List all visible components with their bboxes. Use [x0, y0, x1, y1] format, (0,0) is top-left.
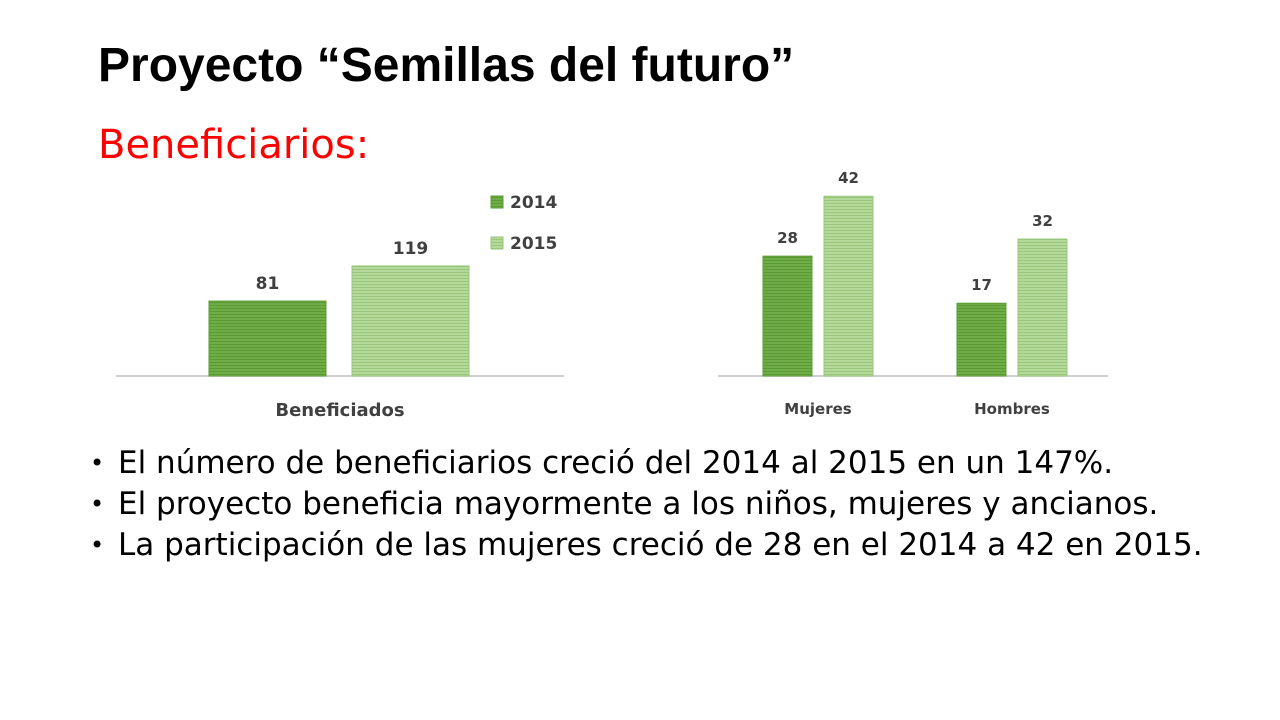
data-label: 119: [393, 239, 429, 259]
data-label: 81: [256, 274, 280, 294]
legend-swatch-2014: [490, 195, 504, 209]
bar-2014-beneficiados: [208, 300, 327, 377]
category-label: Mujeres: [784, 400, 851, 418]
bar-2014-hombres: [956, 302, 1007, 377]
legend-label-2015: 2015: [510, 234, 557, 254]
category-label: Beneficiados: [275, 400, 404, 421]
data-label: 28: [777, 229, 798, 247]
bullet-item: • El proyecto beneficia mayormente a los …: [90, 486, 1159, 522]
bullet-item: • La participación de las mujeres creció …: [90, 527, 1203, 563]
legend-label-2014: 2014: [510, 193, 557, 213]
bar-2015-hombres: [1017, 238, 1068, 377]
legend-swatch-2015: [490, 236, 504, 250]
slide-title: Proyecto “Semillas del futuro”: [98, 39, 795, 92]
data-label: 42: [838, 169, 859, 187]
bullet-list: • El número de beneficiarios creció del 2…: [90, 448, 1230, 571]
data-label: 17: [971, 276, 992, 294]
slide-subtitle: Beneficiarios:: [98, 122, 370, 168]
bar-2015-beneficiados: [351, 265, 470, 377]
bar-2015-mujeres: [823, 195, 874, 377]
data-label: 32: [1032, 212, 1053, 230]
bullet-item: • El número de beneficiarios creció del 2…: [90, 445, 1114, 481]
bar-2014-mujeres: [762, 255, 813, 377]
category-label: Hombres: [974, 400, 1050, 418]
